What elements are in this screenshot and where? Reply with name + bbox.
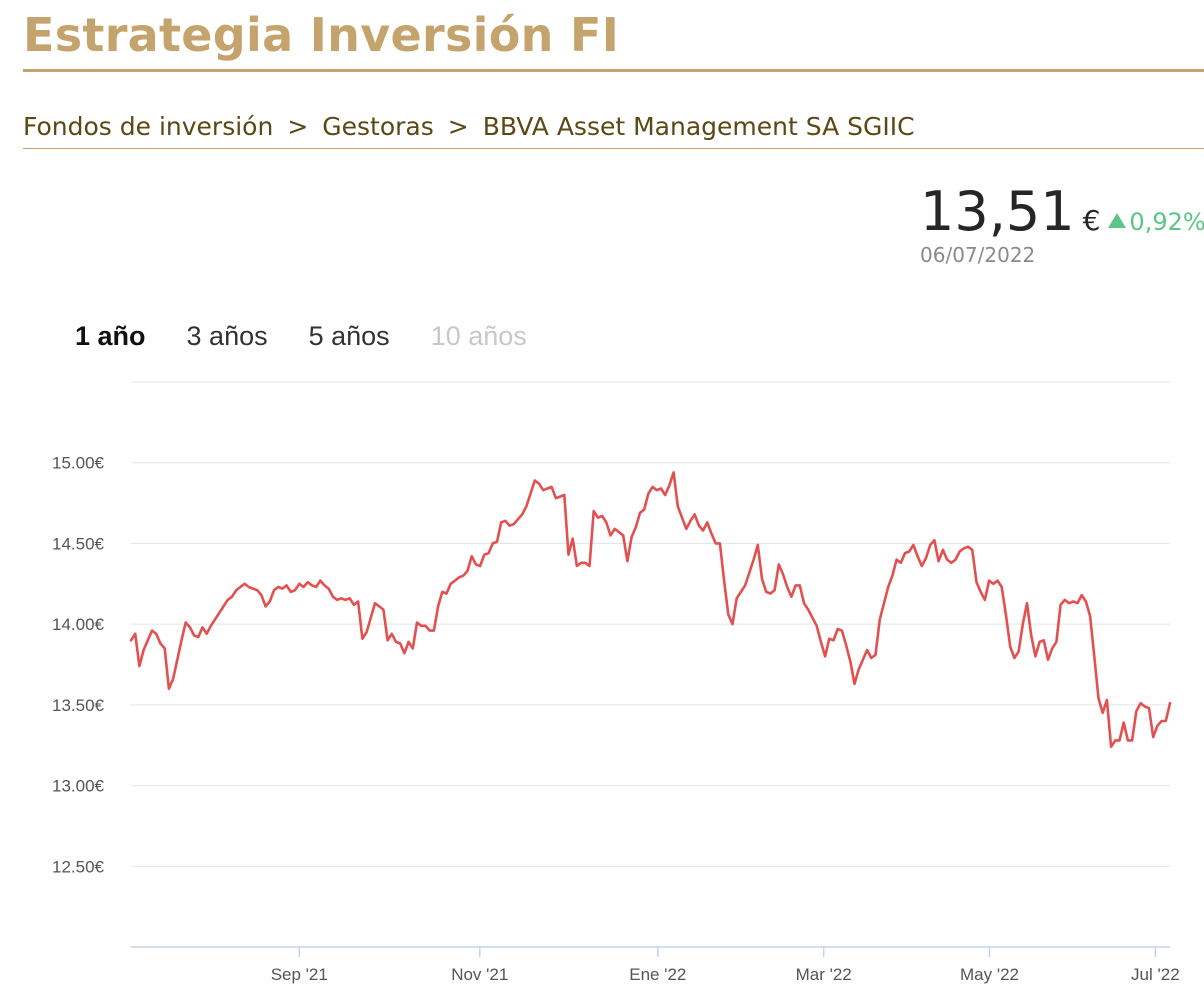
price-series-line — [129, 471, 1172, 749]
breadcrumb: Fondos de inversión > Gestoras > BBVA Asset … — [23, 112, 915, 141]
breadcrumb-manager-link[interactable]: BBVA Asset Management SA SGIIC — [482, 112, 915, 141]
price-change: 0,92% — [1108, 208, 1204, 236]
site-title[interactable]: Estrategia Inversión FI — [23, 8, 620, 62]
price-value: 13,51 — [920, 180, 1075, 243]
y-tick-label: 12.50€ — [52, 857, 105, 876]
y-tick-label: 15.00€ — [52, 454, 105, 473]
x-tick-label: Jul '22 — [1131, 965, 1180, 984]
x-tick-label: Ene '22 — [629, 965, 686, 984]
tab-5-years[interactable]: 5 años — [308, 321, 390, 351]
range-tabs: 1 año 3 años 5 años 10 años — [75, 321, 568, 352]
tab-3-years[interactable]: 3 años — [186, 321, 268, 351]
tab-1-year[interactable]: 1 año — [75, 321, 146, 351]
x-tick-label: Mar '22 — [796, 965, 852, 984]
tab-10-years: 10 años — [430, 321, 527, 351]
price-summary: 13,51 €0,92% — [920, 180, 1204, 243]
price-chart[interactable]: 12.50€ 13.00€ 13.50€ 14.00€ 14.50€ 15.00€ Sep … — [0, 360, 1204, 1000]
breadcrumb-separator: > — [447, 112, 469, 141]
breadcrumb-divider — [23, 148, 1204, 149]
x-tick-label: May '22 — [960, 965, 1019, 984]
title-divider — [23, 69, 1204, 72]
breadcrumb-funds-link[interactable]: Fondos de inversión — [23, 112, 274, 141]
price-date: 06/07/2022 — [920, 243, 1036, 267]
y-tick-label: 14.50€ — [52, 534, 105, 553]
price-change-value: 0,92% — [1129, 208, 1204, 236]
x-tick-label: Nov '21 — [451, 965, 508, 984]
arrow-up-icon — [1108, 213, 1127, 228]
breadcrumb-managers-link[interactable]: Gestoras — [322, 112, 434, 141]
y-tick-label: 13.00€ — [52, 777, 105, 796]
price-currency: € — [1082, 204, 1101, 237]
y-tick-label: 14.00€ — [52, 615, 105, 634]
x-tick-label: Sep '21 — [271, 965, 328, 984]
breadcrumb-separator: > — [287, 112, 309, 141]
y-tick-label: 13.50€ — [52, 696, 105, 715]
